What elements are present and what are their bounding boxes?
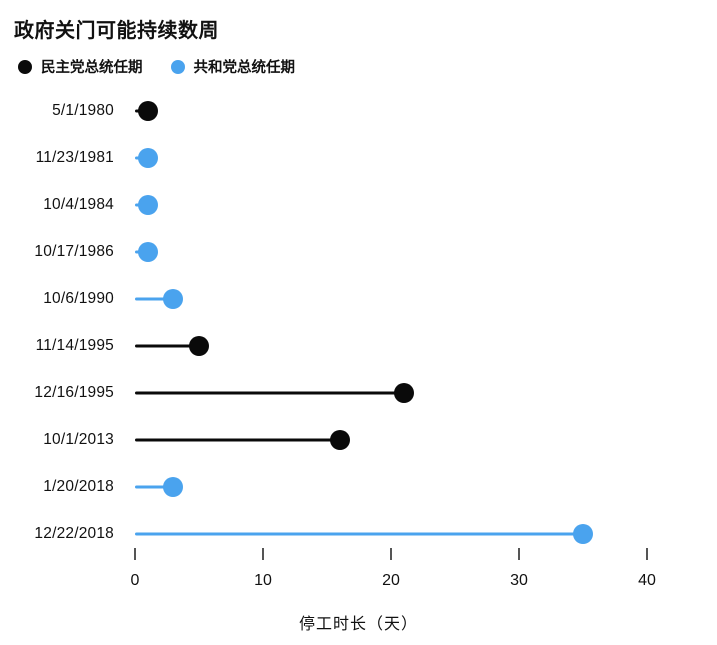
lollipop-row: 12/16/1995 [0, 369, 717, 416]
row-track [135, 181, 717, 228]
date-label: 11/14/1995 [35, 336, 114, 354]
x-axis-title: 停工时长（天） [298, 616, 418, 633]
legend-label-democrat: 民主党总统任期 [41, 60, 143, 76]
date-label: 10/4/1984 [43, 195, 114, 213]
date-label: 12/22/2018 [34, 524, 114, 542]
row-track [135, 228, 717, 275]
stem-line [135, 344, 199, 347]
row-track [135, 134, 717, 181]
x-axis: 0 10 20 30 40 [131, 548, 695, 598]
plot-area: 5/1/1980 11/23/1981 10/4/1984 10/17/1986 10/… [0, 87, 717, 557]
value-dot [573, 523, 593, 544]
lollipop-row: 12/22/2018 [0, 510, 717, 557]
axis-tick-label: 0 [130, 572, 140, 589]
value-dot [137, 100, 158, 121]
lollipop-row: 10/4/1984 [0, 181, 717, 228]
row-track [135, 322, 717, 369]
axis-tick-label: 30 [510, 572, 528, 589]
stem-line [135, 485, 174, 488]
axis-tick [134, 548, 136, 560]
value-dot [137, 194, 158, 215]
row-track [135, 510, 717, 557]
chart-title: 政府关门可能持续数周 [14, 20, 219, 42]
date-label: 5/1/1980 [52, 101, 114, 119]
value-dot [393, 382, 414, 403]
lollipop-row: 5/1/1980 [0, 87, 717, 134]
value-dot [163, 288, 184, 309]
date-label: 12/16/1995 [34, 383, 114, 401]
lollipop-row: 10/6/1990 [0, 275, 717, 322]
row-track [135, 87, 717, 134]
lollipop-row: 10/17/1986 [0, 228, 717, 275]
stem-line [135, 438, 340, 441]
stem-line [135, 532, 583, 535]
axis-tick [262, 548, 264, 560]
axis-tick-label: 10 [254, 572, 272, 589]
legend: 民主党总统任期 共和党总统任期 [18, 56, 295, 77]
axis-tick [518, 548, 520, 560]
date-label: 1/20/2018 [43, 477, 114, 495]
democrat-dot-icon [18, 59, 32, 74]
axis-tick [646, 548, 648, 560]
row-track [135, 275, 717, 322]
date-label: 10/17/1986 [34, 242, 114, 260]
value-dot [189, 335, 209, 356]
date-label: 10/1/2013 [43, 430, 114, 448]
date-label: 10/6/1990 [43, 289, 114, 307]
value-dot [137, 147, 158, 168]
legend-label-republican: 共和党总统任期 [193, 60, 296, 76]
legend-item-republican: 共和党总统任期 [170, 56, 296, 77]
value-dot [329, 429, 350, 450]
stem-line [135, 297, 174, 300]
value-dot [137, 241, 158, 262]
row-track [135, 463, 717, 510]
row-track [135, 369, 717, 416]
lollipop-row: 11/14/1995 [0, 322, 717, 369]
axis-tick [390, 548, 392, 560]
republican-dot-icon [170, 59, 185, 74]
lollipop-row: 1/20/2018 [0, 463, 717, 510]
axis-tick-label: 20 [382, 572, 400, 589]
date-label: 11/23/1981 [35, 148, 114, 166]
stem-line [135, 391, 404, 394]
value-dot [163, 476, 184, 497]
axis-tick-label: 40 [638, 572, 656, 589]
row-track [135, 416, 717, 463]
lollipop-row: 11/23/1981 [0, 134, 717, 181]
lollipop-row: 10/1/2013 [0, 416, 717, 463]
legend-item-democrat: 民主党总统任期 [18, 56, 143, 77]
